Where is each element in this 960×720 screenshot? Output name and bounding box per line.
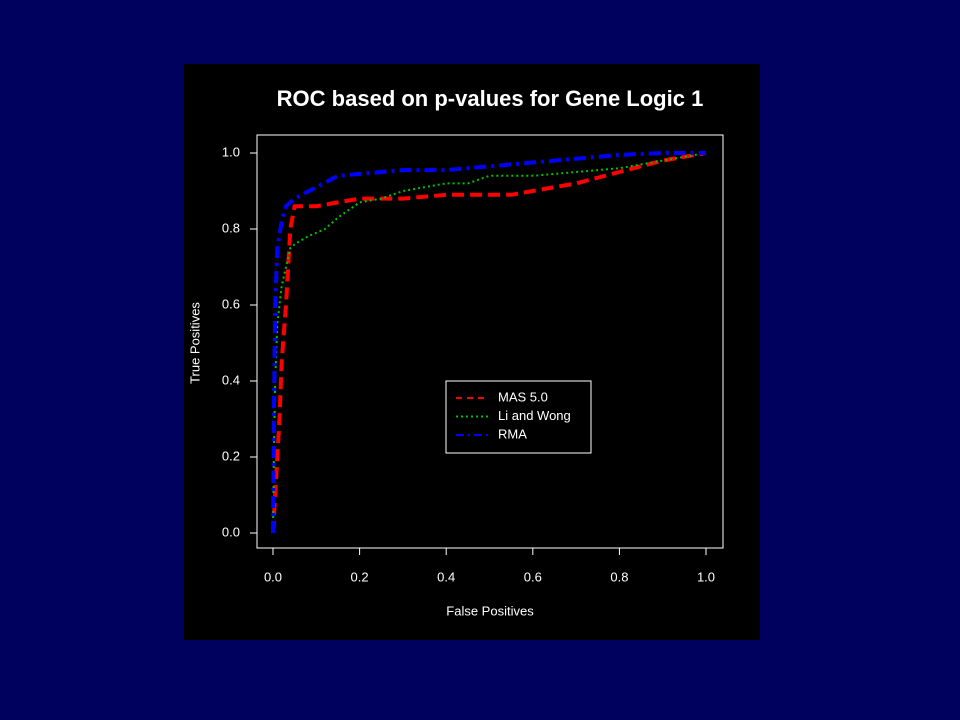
- y-tick-label: 0.6: [222, 296, 240, 311]
- x-tick-label: 0.4: [437, 569, 455, 584]
- plot-frame: [256, 134, 724, 549]
- x-tick-label: 0.2: [351, 569, 369, 584]
- chart-title: ROC based on p-values for Gene Logic 1: [277, 86, 704, 111]
- roc-line: [271, 151, 706, 534]
- y-tick-label: 1.0: [222, 144, 240, 159]
- legend-label: RMA: [498, 426, 527, 441]
- x-tick-label: 0.6: [524, 569, 542, 584]
- x-tick-label: 0.0: [264, 569, 282, 584]
- y-tick-label: 0.0: [222, 524, 240, 539]
- x-tick-label: 1.0: [697, 569, 715, 584]
- legend-label: MAS 5.0: [498, 389, 548, 404]
- chart-panel: [184, 64, 760, 640]
- y-tick-label: 0.8: [222, 220, 240, 235]
- y-tick-label: 0.4: [222, 372, 240, 387]
- y-tick-label: 0.2: [222, 448, 240, 463]
- x-tick-label: 0.8: [610, 569, 628, 584]
- legend-label: Li and Wong: [498, 408, 571, 423]
- roc-line: [271, 151, 707, 534]
- y-axis-label: True Positives: [187, 302, 202, 384]
- legend-frame: [445, 380, 592, 454]
- roc-line: [272, 152, 707, 534]
- x-axis-label: False Positives: [446, 603, 534, 618]
